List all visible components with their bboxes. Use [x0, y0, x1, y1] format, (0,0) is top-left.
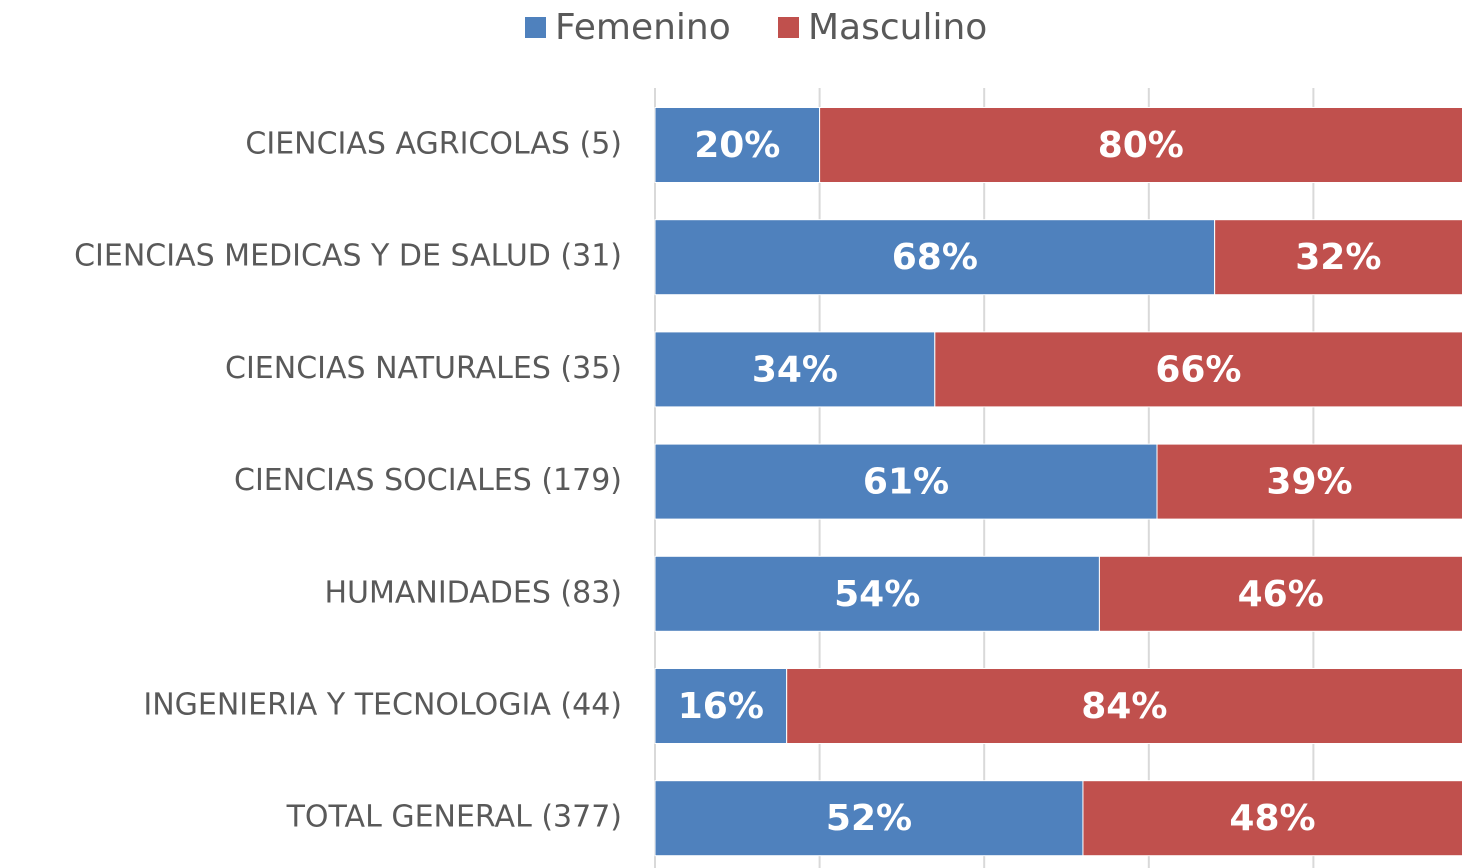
bar-segment: [654, 331, 936, 408]
y-tick-label: CIENCIAS MEDICAS Y DE SALUD (31): [74, 239, 622, 274]
y-tick-label: TOTAL GENERAL (377): [286, 800, 622, 835]
legend-label: Masculino: [808, 7, 987, 48]
legend-swatch: [525, 17, 546, 38]
y-tick-label: INGENIERIA Y TECNOLOGIA (44): [143, 688, 622, 723]
bar-segment: [786, 668, 1462, 744]
bar-segment: [654, 443, 1158, 520]
bar-segment: [1098, 555, 1462, 632]
value-label: 34%: [752, 349, 838, 390]
bar-segment: [654, 107, 821, 183]
y-tick-label: CIENCIAS SOCIALES (179): [234, 463, 622, 498]
value-label: 52%: [826, 798, 912, 839]
value-label: 68%: [892, 237, 978, 278]
value-label: 54%: [834, 574, 920, 615]
legend-label: Femenino: [555, 7, 731, 48]
bar-segment: [654, 780, 1084, 857]
bar-segment: [654, 219, 1216, 296]
value-label: 80%: [1098, 125, 1184, 166]
value-label: 84%: [1081, 686, 1167, 727]
value-label: 46%: [1238, 574, 1324, 615]
bar-segment: [934, 331, 1462, 408]
y-tick-label: CIENCIAS NATURALES (35): [225, 351, 622, 386]
value-label: 20%: [694, 125, 780, 166]
bar-segment: [819, 107, 1462, 183]
bar-segment: [654, 555, 1100, 632]
value-label: 39%: [1266, 462, 1352, 503]
bar-segment: [1214, 219, 1462, 296]
bar-segment: [654, 668, 788, 744]
bar-segment: [1156, 443, 1462, 520]
value-label: 61%: [863, 462, 949, 503]
y-tick-label: CIENCIAS AGRICOLAS (5): [245, 127, 622, 162]
value-label: 16%: [678, 686, 764, 727]
value-label: 48%: [1229, 798, 1315, 839]
y-tick-label: HUMANIDADES (83): [324, 575, 622, 610]
value-label: 32%: [1295, 237, 1381, 278]
bar-segment: [1082, 780, 1462, 857]
legend-swatch: [778, 17, 799, 38]
value-label: 66%: [1155, 349, 1241, 390]
